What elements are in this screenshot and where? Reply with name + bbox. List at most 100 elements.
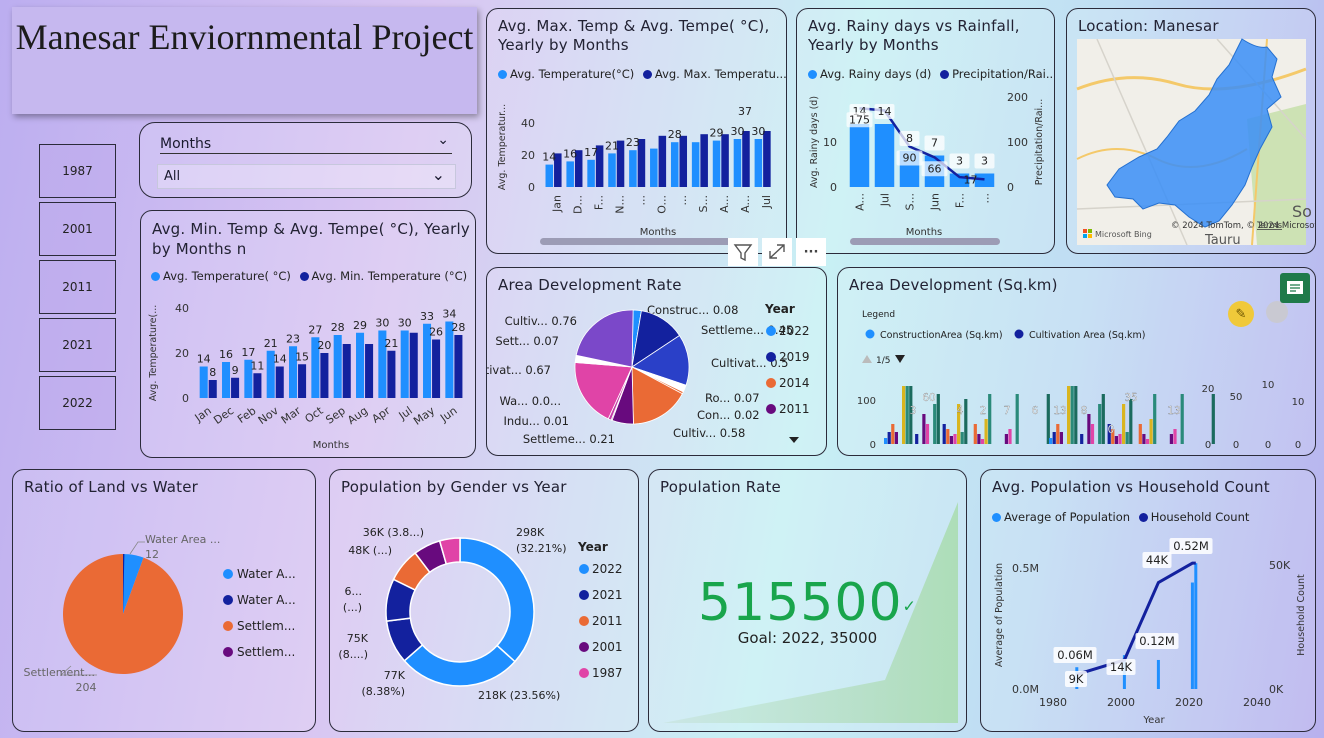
max-temp-chart-svg: 0 20 40 14 Jan 16 D... 17 F... 21 N... 23... O... 28.… [497,104,773,238]
x-tick-label: Jul [879,193,892,207]
bar-area [891,424,895,444]
bar-avg-temp [733,139,742,187]
y-axis-label: Average of Population [994,563,1005,667]
population-rate-card[interactable]: Population Rate 515500✓ Goal: 2022, 3500… [648,469,967,732]
legend-item: 2019 [779,350,810,364]
legend-item: 2022 [779,324,810,338]
data-label: Indu... 0.01 [504,414,570,428]
legend-dot-icon [992,513,1001,522]
map-card[interactable]: Location: Manesar © 2024 TomTom, © 2024 … [1066,8,1316,254]
bar-area [905,386,909,444]
months-dropdown-chevron-icon[interactable]: ⌄ [437,132,449,148]
area-rate-chart-card[interactable]: Area Development Rate Construc... 0.08 Se… [486,267,827,456]
legend-title: Year [577,540,608,554]
area-dev-chart-svg: Legend ConstructionArea (Sq.km) Cultivatio… [857,310,1304,451]
legend-item: 2011 [779,402,810,416]
bar-area [1004,434,1008,444]
chevron-down-icon: ⌄ [431,165,445,184]
bar-area [1153,394,1157,444]
focus-mode-icon[interactable] [762,238,792,266]
x-tick-label: A... [718,195,731,213]
bar-area [1169,434,1173,444]
legend-title: Legend [862,310,895,320]
bar-area [1049,438,1053,444]
x-tick-label: 2020 [1175,696,1203,709]
data-label: 48K (...) [348,544,392,557]
legend-dot-icon [579,590,589,600]
data-label: 14 [197,353,211,366]
x-axis-label: Year [1142,715,1165,726]
data-label: Cultivat... 0.67 [486,363,551,377]
map-town-label: So [1292,202,1312,221]
bar-avg-temp [691,142,700,187]
bar-avg-temp [650,148,658,187]
legend-item: ConstructionArea (Sq.km) [880,330,1003,341]
rain-chart-card[interactable]: Avg. Rainy days vs Rainfall, Yearly by M… [796,8,1055,254]
x-tick-label: Nov [256,404,281,427]
min-temp-chart-card[interactable]: Avg. Min. Temp & Avg. Tempe( °C), Yearly… [140,210,476,458]
map-title: Location: Manesar [1078,17,1219,35]
bar-secondary [387,350,396,398]
bar-area [1080,434,1084,444]
data-label: 12 [145,548,159,561]
horizontal-scrollbar[interactable] [540,238,740,245]
axis-value: 0 [1233,440,1239,451]
bar-area [1056,424,1060,444]
area-dev-chart-card[interactable]: Area Development (Sq.km) Legend Construct… [837,267,1316,456]
more-options-icon[interactable]: ··· [796,238,826,266]
map-svg[interactable]: © 2024 TomTom, © 2024 Microsoft Corporat… [1067,9,1316,254]
bar-avg-temp [400,330,409,398]
bar-secondary [409,332,418,398]
data-label: 175 [849,113,870,126]
months-dropdown[interactable]: All ⌄ [157,164,456,189]
data-label: 30 [730,125,744,138]
data-label: 13 [1053,405,1066,417]
x-tick-label: F... [593,195,606,210]
year-slicer-item-2011[interactable]: 2011 [39,260,116,314]
bar-avg-temp [629,150,637,187]
pop-gender-chart-card[interactable]: Population by Gender vs Year 298K (32.21%… [329,469,639,732]
data-label: 7 [931,137,938,150]
data-label: (8....) [338,648,368,661]
data-label: 28 [668,128,682,141]
smart-narrative-icon[interactable] [1280,273,1310,303]
min-temp-chart-svg: 02040148Jan169Dec1711Feb2114Nov2315Mar27… [148,302,465,451]
max-temp-chart-card[interactable]: Avg. Max. Temp & Avg. Tempe( °C), Yearly… [486,8,787,254]
secondary-action-icon[interactable] [1266,301,1288,323]
data-label: 3 [981,155,988,168]
pop-gender-chart-svg: 298K (32.21%) 218K (23.56%) 77K (8.38%) 75K (8… [338,526,623,702]
year-slicer-item-2022[interactable]: 2022 [39,376,116,430]
bar-area [1180,394,1184,444]
year-slicer-item-2021[interactable]: 2021 [39,318,116,372]
filter-icon[interactable] [728,238,758,266]
year-slicer-item-2001[interactable]: 2001 [39,202,116,256]
horizontal-scrollbar[interactable] [850,238,1000,245]
legend-dot-icon [865,329,875,339]
bar-area [953,434,957,444]
legend-item: Household Count [1150,510,1250,524]
household-chart-svg: 0.0M 0.5M 0K 50K 1980 2000 2020 2040 Year Average… [994,538,1307,726]
legend-dot-icon [299,272,309,281]
axis-value: 50 [1230,392,1243,403]
x-tick-label: ... [979,193,992,204]
x-tick-label: A... [854,193,867,211]
legend-item: Avg. Temperature(°C) [510,67,635,81]
x-tick-label: ... [676,195,689,206]
bar-secondary [454,335,463,398]
pager-up-icon [862,355,872,363]
bar-rainy-days [874,124,895,187]
ratio-chart-card[interactable]: Ratio of Land vs Water Water Area ... 12 S… [12,469,316,732]
y-axis-label: Avg. Temperatur... [497,104,508,190]
year-slicer-item-1987[interactable]: 1987 [39,144,116,198]
edit-pencil-icon[interactable]: ✎ [1228,301,1254,327]
bar-area [984,419,988,444]
data-label: 7 [1004,405,1011,417]
household-chart-card[interactable]: Avg. Population vs Household Count Avera… [980,469,1316,732]
donut-slice [459,537,535,663]
data-label: 35 [1124,392,1137,404]
y-tick-label: 0 [528,181,535,194]
area-rate-chart-title: Area Development Rate [498,276,682,294]
map-terms-link[interactable]: Terms [1256,221,1283,231]
legend-item: 2022 [592,562,623,576]
x-tick-label: Aug [345,404,370,427]
